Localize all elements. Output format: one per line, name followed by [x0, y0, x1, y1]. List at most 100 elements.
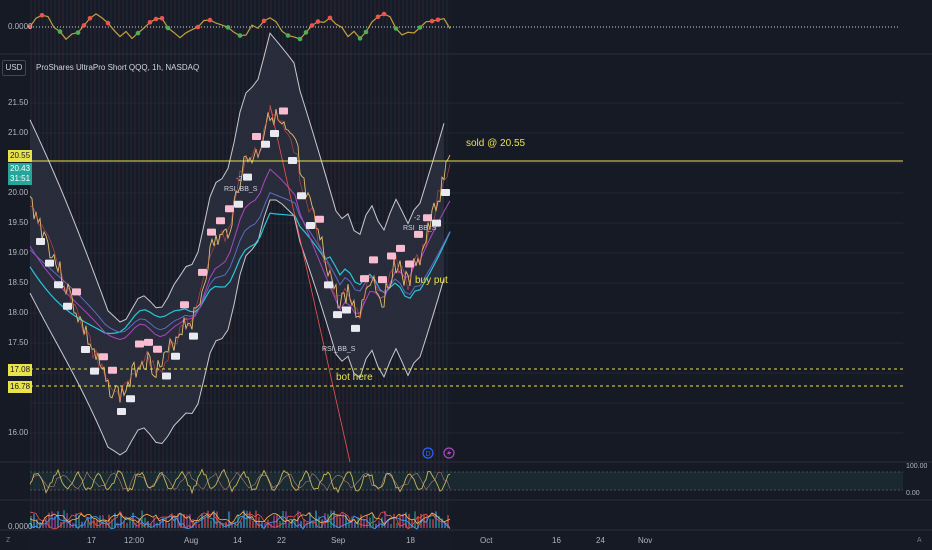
- signal-tag: [333, 311, 342, 319]
- time-tick-label: Aug: [184, 536, 199, 545]
- bollinger-band-fill: [30, 33, 444, 455]
- signal-tag: [306, 222, 315, 229]
- bot-price-tag-2: 16.78: [8, 381, 33, 393]
- signal-tag: [198, 268, 207, 276]
- svg-text:D: D: [425, 451, 430, 458]
- time-tick-label: 17: [87, 536, 96, 545]
- bot-price-tag-1: 17.08: [8, 364, 33, 376]
- signal-tag: [36, 238, 45, 245]
- symbol-title[interactable]: ProShares UltraPro Short QQQ, 1h, NASDAQ: [36, 63, 200, 72]
- rsi-bb-signal-label: RSI_BB_S: [322, 346, 356, 353]
- price-tick-label: 18.00: [8, 308, 29, 317]
- signal-tag: [351, 324, 360, 332]
- price-tick-label: 19.00: [8, 248, 29, 257]
- signal-tag: [423, 214, 432, 222]
- signal-tag: [369, 256, 378, 264]
- rsi-bb-signal-label: RSI_BB_S: [224, 186, 258, 193]
- price-tick-label: 16.00: [8, 428, 29, 437]
- signal-count-label: -2: [414, 215, 421, 222]
- signal-tag: [252, 133, 261, 141]
- signal-tag: [225, 205, 234, 213]
- signal-tag: [99, 353, 108, 361]
- buy-put-annotation: buy put: [415, 275, 448, 286]
- sold-annotation: sold @ 20.55: [466, 138, 526, 149]
- rsi-band: [30, 472, 903, 490]
- signal-labels: [36, 107, 450, 415]
- time-tick-label: 18: [406, 536, 415, 545]
- moving-average-blue: [29, 191, 451, 333]
- bottom-line-orange: [29, 511, 451, 525]
- top-pane-level-label: 0.0000: [8, 22, 33, 31]
- signal-tag: [180, 301, 189, 309]
- bottom-line-red: [29, 510, 451, 530]
- signal-tag: [360, 275, 369, 283]
- info-circle-icon[interactable]: D: [422, 447, 434, 459]
- signal-tag: [207, 228, 216, 236]
- signal-tag: [432, 219, 441, 227]
- top-oscillator-dots: [27, 11, 441, 42]
- signal-tag: [342, 306, 351, 314]
- price-tick-label: 18.50: [8, 278, 29, 287]
- signal-tag: [324, 281, 333, 289]
- bollinger-upper: [29, 32, 445, 323]
- signal-tag: [135, 340, 144, 348]
- signal-tag: [108, 366, 117, 374]
- signal-tag: [54, 281, 63, 289]
- signal-count-label: -2: [236, 176, 243, 183]
- signal-tag: [144, 338, 153, 346]
- signal-tag: [90, 367, 99, 375]
- last-price-tag: 20.43: [8, 163, 33, 175]
- auto-icon[interactable]: A: [917, 537, 922, 544]
- countdown-tag: 31:51: [8, 173, 33, 185]
- signal-tag: [153, 345, 162, 353]
- signal-tag: [288, 157, 297, 164]
- signal-tag: [261, 140, 270, 148]
- signal-tag: [270, 130, 279, 137]
- signal-tag: [414, 230, 423, 238]
- trend-line[interactable]: [269, 104, 351, 463]
- svg-text:Z: Z: [6, 537, 11, 544]
- signal-tag: [189, 332, 198, 340]
- signal-tag: [243, 173, 252, 181]
- currency-button[interactable]: USD: [2, 60, 26, 76]
- signal-tag: [315, 215, 324, 223]
- signal-tag: [45, 259, 54, 267]
- time-tick-label: 24: [596, 536, 605, 545]
- signal-tag: [234, 200, 243, 208]
- price-tick-label: 19.50: [8, 218, 29, 227]
- signal-tag: [162, 372, 171, 380]
- bollinger-lower: [29, 199, 445, 456]
- bot-annotation: bot here: [336, 372, 373, 383]
- time-tick-label: 12:00: [124, 536, 145, 545]
- time-tick-label: Oct: [480, 536, 493, 545]
- price-tick-label: 17.50: [8, 338, 29, 347]
- price-tick-label: 20.00: [8, 188, 29, 197]
- signal-tag: [117, 407, 126, 415]
- time-tick-label: 16: [552, 536, 561, 545]
- signal-tag: [396, 244, 405, 252]
- svg-text:A: A: [917, 537, 922, 544]
- signal-tag: [441, 189, 450, 196]
- price-tick-label: 21.00: [8, 128, 29, 137]
- lightning-icon[interactable]: [443, 447, 455, 459]
- signal-tag: [405, 260, 414, 268]
- signal-tag: [171, 352, 180, 360]
- signal-tag: [72, 288, 81, 296]
- price-tick-label: 21.50: [8, 98, 29, 107]
- sold-price-tag: 20.55: [8, 150, 33, 162]
- bottom-line-blue: [29, 514, 451, 530]
- zoom-icon[interactable]: Z: [6, 537, 11, 544]
- signal-tag: [81, 346, 90, 353]
- time-tick-label: 22: [277, 536, 286, 545]
- bottom-pane-level-label: 0.0000: [8, 522, 33, 531]
- time-tick-label: Nov: [638, 536, 653, 545]
- signal-tag: [126, 395, 135, 403]
- signal-tag: [279, 107, 288, 115]
- price-line: [29, 109, 451, 403]
- rsi-upper-label: 100.00: [906, 463, 928, 470]
- rsi-bb-signal-label: RSI_BB_S: [403, 225, 437, 232]
- signal-tag: [297, 192, 306, 200]
- rsi-signal-line: [29, 471, 451, 491]
